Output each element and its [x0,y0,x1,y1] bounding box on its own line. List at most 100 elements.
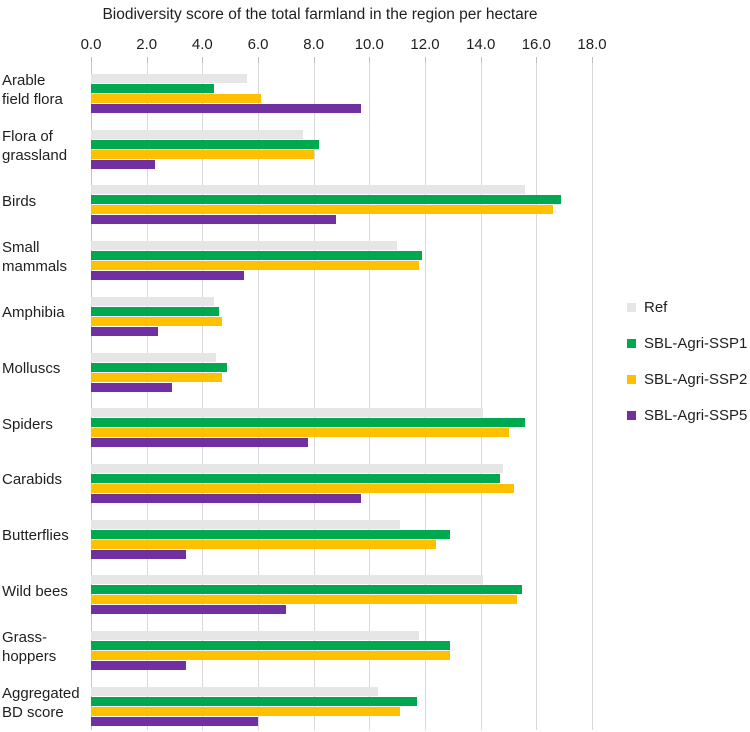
bar-sbl-agri-ssp2 [91,94,261,103]
bar-sbl-agri-ssp1 [91,641,451,650]
bar-sbl-agri-ssp5 [91,104,361,113]
bar-sbl-agri-ssp5 [91,549,186,559]
bar-sbl-agri-ssp5 [91,215,336,225]
legend-label: SBL-Agri-SSP1 [644,334,748,352]
bar-sbl-agri-ssp5 [91,661,186,670]
axis-tick-mark [369,57,371,63]
category-label: Wild bees [2,563,90,619]
legend-label: Ref [644,298,668,316]
bar-sbl-agri-ssp2 [91,316,222,326]
bar-ref [91,241,398,251]
axis-tick-mark [480,57,482,63]
bar-sbl-agri-ssp5 [91,716,258,726]
legend-item: SBL-Agri-SSP1 [627,333,747,353]
category-label: Arable field flora [2,62,90,118]
legend-swatch-icon [627,338,636,348]
category-label-line: grassland [2,146,68,164]
x-tick-label: 2.0 [136,36,158,53]
legend-label: SBL-Agri-SSP5 [644,406,748,424]
gridline [592,62,593,730]
axis-tick-mark [425,57,426,63]
bar-sbl-agri-ssp1 [91,306,219,316]
bar-sbl-agri-ssp2 [91,539,437,549]
category-label-line: Butterflies [2,526,69,544]
bar-sbl-agri-ssp5 [91,326,158,336]
category-label-line: Grass- [2,628,47,646]
x-tick-label: 8.0 [303,36,325,53]
legend-swatch-icon [627,410,636,420]
axis-tick-mark [202,57,204,63]
bar-ref [91,519,400,529]
bar-sbl-agri-ssp2 [91,205,553,215]
category-label: Butterflies [2,508,90,564]
category-label-line: BD score [2,703,64,721]
gridline [146,62,148,730]
bar-sbl-agri-ssp1 [91,251,423,261]
category-label-line: Spiders [2,415,53,433]
x-tick-label: 18.0 [577,36,607,53]
axis-tick-mark [258,57,259,63]
bar-sbl-agri-ssp2 [91,595,517,605]
category-label-line: Amphibia [2,304,65,322]
bar-ref [91,296,214,306]
bar-sbl-agri-ssp1 [91,139,320,149]
bar-ref [91,575,484,585]
x-tick-label: 4.0 [191,36,213,53]
bar-sbl-agri-ssp5 [91,438,309,448]
category-label-line: Birds [2,192,37,210]
bar-sbl-agri-ssp1 [91,473,501,483]
bar-sbl-agri-ssp5 [91,159,155,169]
bar-ref [91,631,420,640]
bar-sbl-agri-ssp2 [91,651,451,660]
bar-sbl-agri-ssp1 [91,418,526,428]
bar-sbl-agri-ssp5 [91,382,172,392]
category-label-line: Molluscs [2,359,61,377]
bar-sbl-agri-ssp5 [91,271,245,281]
legend-item: Ref [627,297,747,317]
bar-sbl-agri-ssp2 [91,706,400,716]
category-label-line: Arable [2,71,46,89]
category-label: Flora of grassland [2,118,90,174]
legend-label: SBL-Agri-SSP2 [644,370,748,388]
bar-ref [91,686,378,696]
category-label: Carabids [2,452,90,508]
bar-ref [91,408,484,418]
category-label-line: mammals [2,257,68,275]
gridline [313,62,315,730]
bar-sbl-agri-ssp1 [91,195,562,205]
bar-sbl-agri-ssp1 [91,84,214,93]
bar-ref [91,463,503,473]
category-label: Grass-hoppers [2,619,90,675]
bar-ref [91,129,303,139]
axis-tick-mark [146,57,148,63]
x-tick-label: 6.0 [247,36,269,53]
category-label: Aggregated BD score [2,675,90,731]
gridline [369,62,371,730]
axis-tick-mark [313,57,315,63]
bar-ref [91,74,247,83]
axis-tick-mark [592,57,593,63]
category-label: Molluscs [2,341,90,397]
bar-sbl-agri-ssp1 [91,362,228,372]
category-label-line: hoppers [2,647,57,665]
x-tick-label: 10.0 [354,36,384,53]
bar-sbl-agri-ssp2 [91,483,515,493]
bar-sbl-agri-ssp2 [91,372,222,382]
legend-swatch-icon [627,374,636,384]
category-label: Small mammals [2,229,90,285]
bar-sbl-agri-ssp1 [91,696,417,706]
gridline [258,62,259,730]
chart-title: Biodiversity score of the total farmland… [102,6,538,23]
bar-sbl-agri-ssp2 [91,428,509,438]
bar-ref [91,185,526,195]
category-label-line: Small [2,238,40,256]
category-label-line: Flora of [2,127,53,145]
gridline [480,62,482,730]
bar-sbl-agri-ssp5 [91,493,361,503]
category-label-line: Aggregated [2,684,80,702]
category-label-line: Wild bees [2,582,68,600]
gridline [425,62,426,730]
axis-tick-mark [536,57,538,63]
x-tick-label: 12.0 [410,36,440,53]
